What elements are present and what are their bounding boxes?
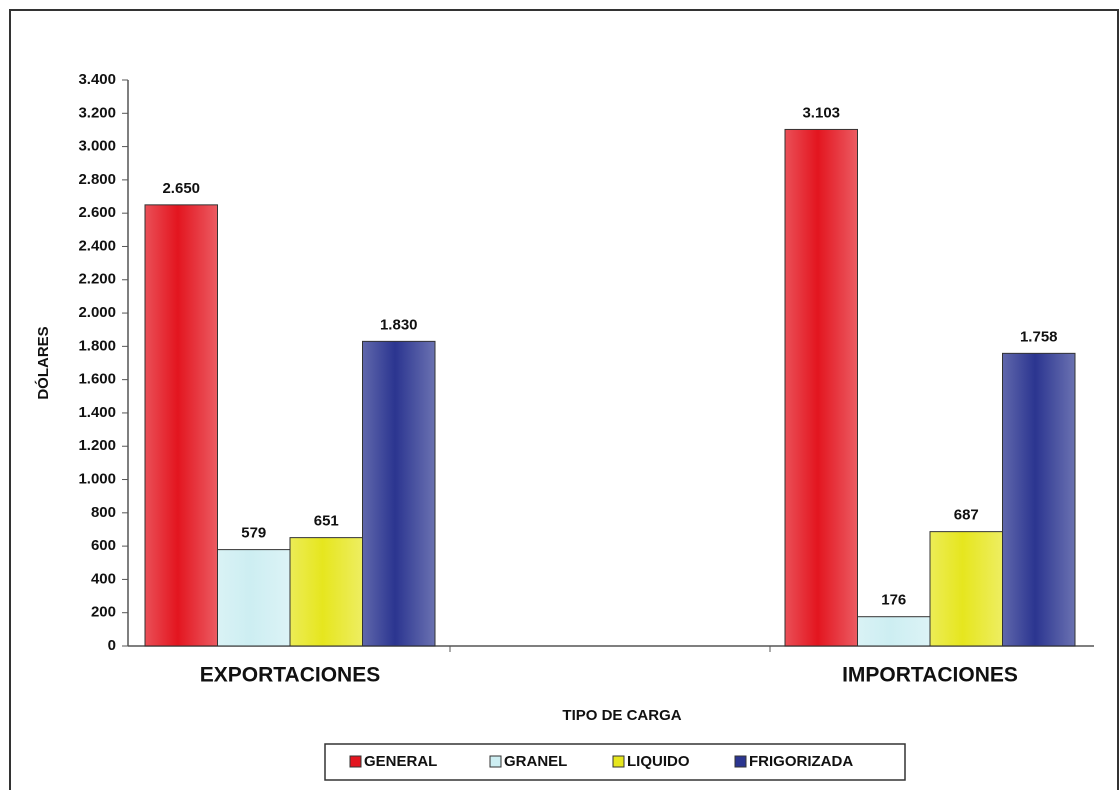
data-label: 2.650 (162, 180, 200, 197)
y-tick-label: 0 (108, 637, 116, 654)
legend-swatch (489, 755, 502, 768)
bar (362, 340, 436, 647)
x-tick-label: EXPORTACIONES (200, 664, 380, 687)
data-label: 176 (881, 592, 906, 609)
legend-swatch (734, 755, 747, 768)
y-tick-label: 2.200 (78, 271, 116, 288)
bar (217, 549, 291, 647)
y-tick-label: 200 (91, 604, 116, 621)
data-label: 687 (954, 507, 979, 524)
data-label: 579 (241, 525, 266, 542)
y-tick-label: 2.400 (78, 237, 116, 254)
y-tick-label: 1.000 (78, 470, 116, 487)
y-tick-label: 2.600 (78, 204, 116, 221)
y-tick-label: 3.400 (78, 71, 116, 88)
y-tick-label: 400 (91, 570, 116, 587)
y-tick-label: 1.200 (78, 437, 116, 454)
x-tick-label: IMPORTACIONES (842, 664, 1018, 687)
legend-label: GRANEL (504, 753, 567, 770)
bar (929, 531, 1003, 647)
y-tick-label: 800 (91, 504, 116, 521)
data-label: 1.758 (1020, 328, 1058, 345)
bar (784, 128, 858, 647)
data-label: 1.830 (380, 316, 418, 333)
legend-swatch (349, 755, 362, 768)
y-tick-label: 1.800 (78, 337, 116, 354)
y-tick-label: 3.200 (78, 104, 116, 121)
legend-label: LIQUIDO (627, 753, 690, 770)
bar (1002, 352, 1076, 647)
y-axis-title: DÓLARES (34, 326, 52, 399)
data-label: 3.103 (802, 104, 840, 121)
legend-label: GENERAL (364, 753, 437, 770)
y-tick-label: 1.600 (78, 371, 116, 388)
x-axis-title: TIPO DE CARGA (562, 707, 681, 724)
bar (289, 537, 363, 647)
data-label: 651 (314, 513, 339, 530)
y-tick-label: 2.800 (78, 171, 116, 188)
bar (857, 616, 931, 647)
y-tick-label: 600 (91, 537, 116, 554)
y-tick-label: 2.000 (78, 304, 116, 321)
y-tick-label: 1.400 (78, 404, 116, 421)
y-tick-label: 3.000 (78, 138, 116, 155)
bar (144, 204, 218, 647)
legend-swatch (612, 755, 625, 768)
legend-label: FRIGORIZADA (749, 753, 853, 770)
